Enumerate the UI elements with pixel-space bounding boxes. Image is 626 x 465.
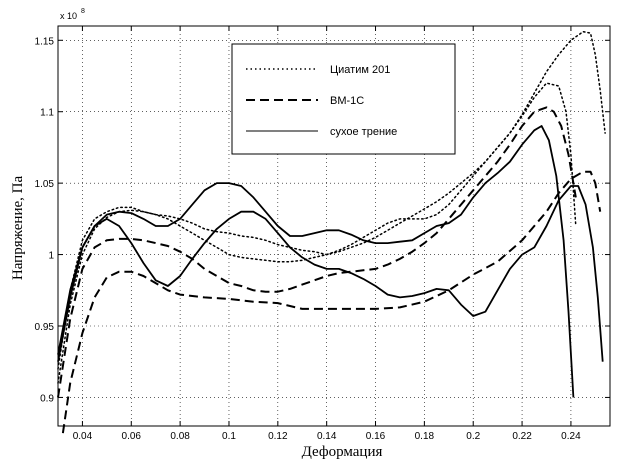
legend-box	[231, 43, 456, 155]
legend-label-ciatim: Циатим 201	[330, 64, 390, 76]
series-line-dotted-1	[57, 82, 577, 384]
legend-label-dry: сухое трение	[330, 126, 397, 138]
x-tick-label: 0.16	[366, 431, 386, 442]
legend-label-vm1s: ВМ-1С	[330, 95, 364, 107]
x-tick-label: 0.18	[415, 431, 435, 442]
x-tick-label: 0.2	[466, 431, 480, 442]
series-line-solid-5	[57, 185, 604, 362]
series-line-solid-4	[57, 125, 575, 398]
x-tick-label: 0.24	[561, 431, 581, 442]
series-group	[57, 30, 606, 434]
legend: Циатим 201 ВМ-1С сухое трение	[231, 43, 456, 155]
x-tick-label: 0.08	[170, 431, 190, 442]
y-tick-label: 1.1	[40, 108, 54, 119]
x-tick-label: 0.14	[317, 431, 337, 442]
x-tick-label: 0.1	[222, 431, 236, 442]
y-tick-label: 1	[48, 251, 54, 262]
y-tick-label: 0.95	[35, 322, 55, 333]
y-multiplier-exponent: 8	[81, 8, 85, 15]
series-line-dotted-0	[57, 30, 606, 370]
x-tick-label: 0.22	[512, 431, 532, 442]
ticks: 0.04 0.06 0.08 0.1 0.12 0.14 0.16 0.18 0.2 0.22 0.…	[35, 26, 610, 442]
y-tick-label: 1.05	[35, 179, 55, 190]
x-tick-label: 0.04	[73, 431, 93, 442]
series-line-dashed-2	[61, 170, 602, 434]
y-tick-label: 0.9	[40, 393, 54, 404]
y-multiplier-label: x 10	[60, 11, 77, 21]
series-line-dashed-3	[57, 106, 577, 398]
plot-frame	[57, 25, 611, 427]
y-axis-title: Напряжение, Па	[10, 176, 26, 281]
x-axis-title: Деформация	[302, 444, 383, 460]
y-tick-label: 1.15	[35, 36, 55, 47]
x-tick-label: 0.12	[268, 431, 288, 442]
x-tick-label: 0.06	[122, 431, 142, 442]
